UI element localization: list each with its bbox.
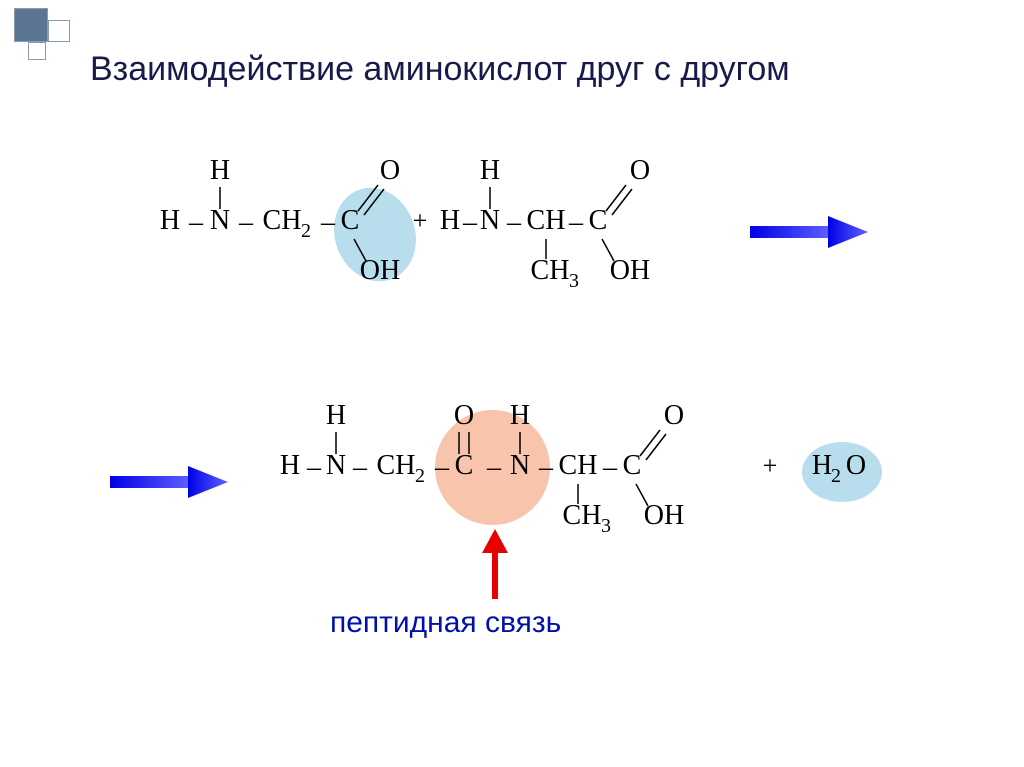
svg-text:–: – — [434, 452, 450, 483]
reaction-row-2: H – N H – CH2 – C O – N H — [110, 394, 984, 569]
svg-text:CH: CH — [559, 450, 598, 481]
svg-text:2: 2 — [831, 465, 841, 487]
svg-text:N: N — [510, 450, 530, 481]
svg-text:C: C — [623, 450, 642, 481]
svg-text:–: – — [352, 452, 368, 483]
svg-text:–: – — [462, 207, 478, 238]
svg-text:OH: OH — [360, 255, 400, 286]
deco-square-1 — [14, 8, 48, 42]
svg-text:H: H — [440, 205, 460, 236]
svg-text:2: 2 — [415, 465, 425, 487]
svg-text:3: 3 — [601, 515, 611, 537]
product-structure-svg: H – N H – CH2 – C O – N H — [270, 394, 910, 564]
reaction-arrow-1 — [750, 212, 870, 252]
reaction-row-1: H – N H – CH2 – C O OH — [150, 149, 984, 314]
svg-text:N: N — [480, 205, 500, 236]
svg-text:CH: CH — [527, 205, 566, 236]
svg-text:–: – — [602, 452, 618, 483]
svg-text:2: 2 — [301, 220, 311, 242]
svg-text:3: 3 — [569, 270, 579, 292]
svg-text:H: H — [326, 400, 346, 431]
reactants-formula: H – N H – CH2 – C O OH — [150, 149, 710, 314]
svg-text:–: – — [538, 452, 554, 483]
svg-text:O: O — [380, 155, 400, 186]
slide-content: Взаимодействие аминокислот друг с другом… — [90, 50, 984, 649]
svg-text:H: H — [480, 155, 500, 186]
svg-text:–: – — [320, 207, 336, 238]
svg-text:N: N — [326, 450, 346, 481]
svg-text:–: – — [306, 452, 322, 483]
deco-square-2 — [48, 20, 70, 42]
svg-text:H: H — [160, 205, 180, 236]
deco-square-3 — [28, 42, 46, 60]
svg-text:OH: OH — [610, 255, 650, 286]
reactant-structure-svg: H – N H – CH2 – C O OH — [150, 149, 710, 309]
svg-text:H: H — [510, 400, 530, 431]
svg-text:O: O — [630, 155, 650, 186]
svg-text:O: O — [846, 450, 866, 481]
svg-text:H: H — [210, 155, 230, 186]
svg-text:CH: CH — [531, 255, 570, 286]
arrow-red-icon — [410, 529, 590, 609]
svg-text:O: O — [664, 400, 684, 431]
svg-text:–: – — [568, 207, 584, 238]
svg-text:H: H — [280, 450, 300, 481]
svg-text:–: – — [238, 207, 254, 238]
svg-text:C: C — [455, 450, 474, 481]
peptide-bond-label: пептидная связь — [330, 606, 561, 640]
reaction-arrow-2 — [110, 462, 230, 502]
svg-text:H: H — [812, 450, 832, 481]
svg-text:–: – — [486, 452, 502, 483]
product-formula: H – N H – CH2 – C O – N H — [270, 394, 910, 569]
svg-text:CH: CH — [377, 450, 416, 481]
svg-text:–: – — [188, 207, 204, 238]
svg-text:C: C — [341, 205, 360, 236]
svg-text:N: N — [210, 205, 230, 236]
svg-text:C: C — [589, 205, 608, 236]
svg-text:OH: OH — [644, 500, 684, 531]
svg-text:+: + — [413, 206, 428, 235]
svg-text:CH: CH — [263, 205, 302, 236]
svg-text:CH: CH — [563, 500, 602, 531]
svg-text:–: – — [506, 207, 522, 238]
svg-text:+: + — [763, 451, 778, 480]
peptide-bond-pointer — [410, 529, 590, 614]
svg-text:O: O — [454, 400, 474, 431]
slide-title: Взаимодействие аминокислот друг с другом — [90, 50, 984, 89]
